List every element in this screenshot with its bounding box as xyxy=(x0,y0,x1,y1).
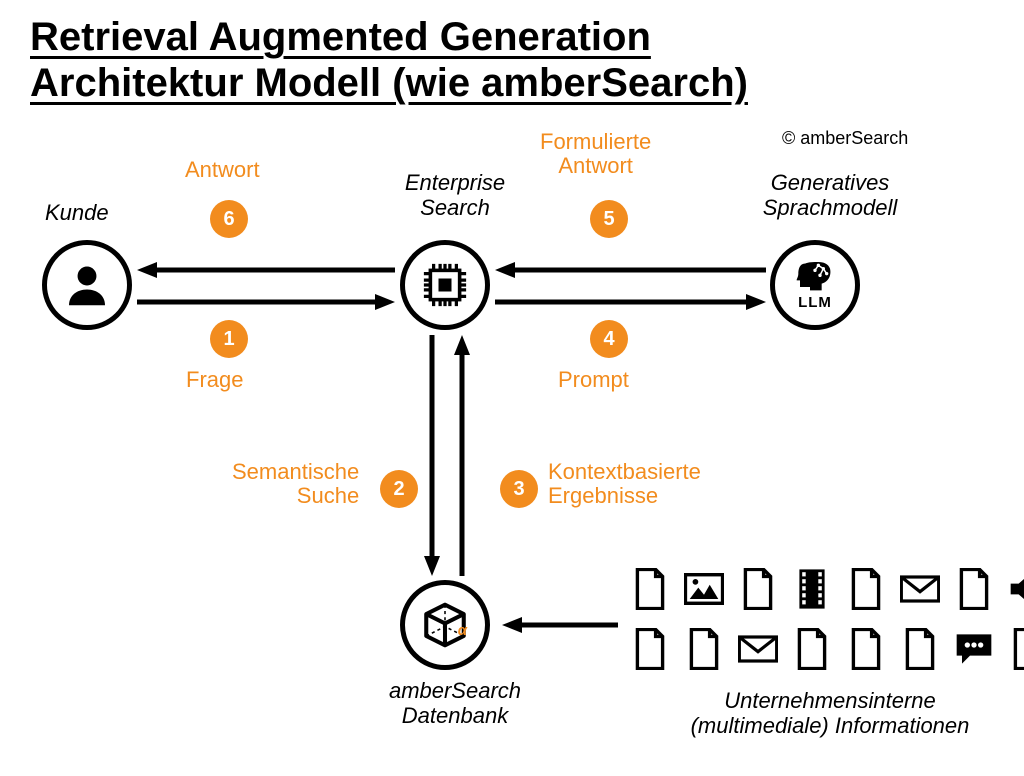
step-5-label: Formulierte Antwort xyxy=(540,130,651,178)
llm-node: LLM xyxy=(770,240,860,330)
step-3-badge: 3 xyxy=(500,470,538,508)
arrow-docs-to-db xyxy=(500,610,620,640)
video-icon xyxy=(792,565,832,613)
file-icon xyxy=(630,565,670,613)
arrow-db-to-search xyxy=(450,333,480,578)
customer-node xyxy=(42,240,132,330)
step-6-label: Antwort xyxy=(185,158,260,182)
arrow-search-to-db xyxy=(420,333,450,578)
step-1-label: Frage xyxy=(186,368,243,392)
search-node xyxy=(400,240,490,330)
copyright-text: © amberSearch xyxy=(782,128,908,149)
title-line1: Retrieval Augmented Generation xyxy=(30,15,651,59)
brain-head-icon xyxy=(795,260,835,294)
search-label: Enterprise Search xyxy=(385,170,525,221)
documents-row-2 xyxy=(630,625,1024,673)
file-icon xyxy=(684,625,724,673)
documents-row-1 xyxy=(630,565,1024,613)
llm-sublabel: LLM xyxy=(798,294,832,311)
arrow-search-to-llm xyxy=(493,290,768,350)
file-icon xyxy=(846,625,886,673)
title-line2: Architektur Modell (wie amberSearch) xyxy=(30,61,748,105)
file-icon xyxy=(900,625,940,673)
cpu-chip-icon xyxy=(419,259,471,311)
file-icon xyxy=(846,565,886,613)
audio-icon xyxy=(1008,565,1024,613)
database-accent-mark: α xyxy=(458,622,467,639)
step-4-label: Prompt xyxy=(558,368,629,392)
file-icon xyxy=(630,625,670,673)
file-icon xyxy=(954,565,994,613)
database-label: amberSearch Datenbank xyxy=(380,678,530,729)
mail-icon xyxy=(738,625,778,673)
page-title: Retrieval Augmented Generation Architekt… xyxy=(30,14,748,106)
file-icon xyxy=(792,625,832,673)
llm-label: Generatives Sprachmodell xyxy=(745,170,915,221)
customer-label: Kunde xyxy=(45,200,109,225)
step-2-label: Semantische Suche xyxy=(232,460,359,508)
file-icon xyxy=(1008,625,1024,673)
step-2-badge: 2 xyxy=(380,470,418,508)
arrow-customer-to-search xyxy=(135,290,397,350)
step-3-label: Kontextbasierte Ergebnisse xyxy=(548,460,701,508)
person-icon xyxy=(60,258,114,312)
documents-grid xyxy=(630,565,1024,673)
chat-icon xyxy=(954,625,994,673)
step-1-badge: 1 xyxy=(210,320,248,358)
step-6-badge: 6 xyxy=(210,200,248,238)
step-4-badge: 4 xyxy=(590,320,628,358)
database-node: α xyxy=(400,580,490,670)
image-icon xyxy=(684,565,724,613)
documents-label: Unternehmensinterne (multimediale) Infor… xyxy=(640,688,1020,739)
step-5-badge: 5 xyxy=(590,200,628,238)
file-icon xyxy=(738,565,778,613)
mail-icon xyxy=(900,565,940,613)
